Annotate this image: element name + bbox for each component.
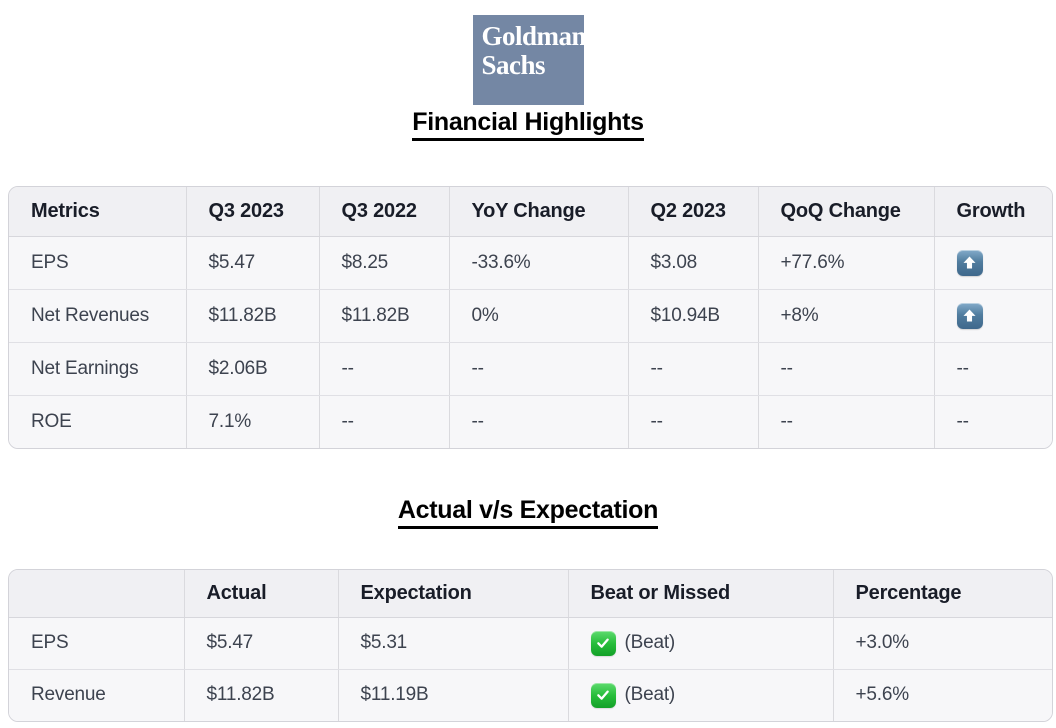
cell-q3-2022: $11.82B xyxy=(319,289,450,343)
logo-container: Goldman Sachs xyxy=(0,0,1056,105)
cell-yoy-change: -33.6% xyxy=(449,236,629,290)
cell-yoy-change: 0% xyxy=(449,289,629,343)
cell-growth xyxy=(934,289,1052,343)
cell-q3-2022: -- xyxy=(319,395,450,448)
cell-q3-2022: -- xyxy=(319,342,450,396)
col-header-metrics: Metrics xyxy=(9,187,187,237)
cell-expectation: $5.31 xyxy=(338,617,569,670)
up-arrow-icon xyxy=(956,249,983,276)
col-header-yoy-change: YoY Change xyxy=(449,187,629,237)
metric-label: EPS xyxy=(9,236,187,290)
logo-line-2: Sachs xyxy=(481,50,546,80)
cell-growth: -- xyxy=(956,410,969,432)
col-header-expectation: Expectation xyxy=(338,570,569,618)
check-icon xyxy=(590,630,616,656)
beat-label: (Beat) xyxy=(624,632,676,653)
cell-beat-or-missed: (Beat) xyxy=(568,617,834,670)
cell-expectation: $11.19B xyxy=(338,669,569,721)
col-header-percentage: Percentage xyxy=(833,570,1052,618)
cell-qoq-change: -- xyxy=(758,395,935,448)
cell-qoq-change: +8% xyxy=(758,289,935,343)
col-header-q3-2023: Q3 2023 xyxy=(186,187,320,237)
table-row: EPS $5.47 $8.25 -33.6% $3.08 +77.6% xyxy=(9,236,1052,290)
financial-highlights-table: Metrics Q3 2023 Q3 2022 YoY Change Q2 20… xyxy=(8,186,1053,449)
table-header-row: Actual Expectation Beat or Missed Percen… xyxy=(9,570,1052,618)
cell-q3-2023: 7.1% xyxy=(186,395,320,448)
cell-q3-2022: $8.25 xyxy=(319,236,450,290)
metric-label: EPS xyxy=(9,617,185,670)
financial-highlights-title: Financial Highlights xyxy=(412,108,644,141)
metric-label: Net Revenues xyxy=(9,289,187,343)
up-arrow-icon xyxy=(956,302,983,329)
cell-q2-2023: $10.94B xyxy=(628,289,759,343)
col-header-q2-2023: Q2 2023 xyxy=(628,187,759,237)
metric-label: Net Earnings xyxy=(9,342,187,396)
cell-yoy-change: -- xyxy=(449,395,629,448)
goldman-sachs-logo: Goldman Sachs xyxy=(472,15,587,105)
actual-vs-expectation-title: Actual v/s Expectation xyxy=(397,496,658,529)
metric-label: Revenue xyxy=(9,669,185,721)
check-icon xyxy=(590,682,616,708)
cell-percentage: +5.6% xyxy=(855,684,910,706)
table-header-row: Metrics Q3 2023 Q3 2022 YoY Change Q2 20… xyxy=(9,187,1052,237)
cell-percentage: +3.0% xyxy=(833,617,1052,670)
actual-vs-expectation-table: Actual Expectation Beat or Missed Percen… xyxy=(8,569,1053,722)
cell-q2-2023: -- xyxy=(628,342,759,396)
table-row: Net Earnings $2.06B -- -- -- -- -- xyxy=(9,342,1052,396)
table-row: ROE 7.1% -- -- -- -- -- xyxy=(9,395,1052,448)
beat-label: (Beat) xyxy=(624,684,676,706)
cell-q3-2023: $2.06B xyxy=(186,342,320,396)
metric-label: ROE xyxy=(9,395,187,448)
cell-actual: $11.82B xyxy=(184,669,339,721)
cell-q2-2023: $3.08 xyxy=(628,236,759,290)
cell-qoq-change: -- xyxy=(758,342,935,396)
col-header-growth: Growth xyxy=(934,187,1052,237)
col-header-q3-2022: Q3 2022 xyxy=(319,187,450,237)
cell-growth xyxy=(934,236,1052,290)
table-row: Revenue $11.82B $11.19B (Beat) +5.6% xyxy=(9,669,1052,721)
col-header-beat-or-missed: Beat or Missed xyxy=(568,570,834,618)
cell-beat-or-missed: (Beat) xyxy=(568,669,834,721)
cell-q3-2023: $5.47 xyxy=(186,236,320,290)
cell-qoq-change: +77.6% xyxy=(758,236,935,290)
cell-actual: $5.47 xyxy=(184,617,339,670)
cell-q2-2023: -- xyxy=(628,395,759,448)
cell-q3-2023: $11.82B xyxy=(186,289,320,343)
col-header-actual: Actual xyxy=(184,570,339,618)
cell-growth: -- xyxy=(934,342,1052,396)
cell-yoy-change: -- xyxy=(449,342,629,396)
table-row: Net Revenues $11.82B $11.82B 0% $10.94B … xyxy=(9,289,1052,343)
logo-line-1: Goldman xyxy=(481,21,587,51)
col-header-blank xyxy=(9,570,185,618)
table-row: EPS $5.47 $5.31 (Beat) +3.0% xyxy=(9,617,1052,670)
col-header-qoq-change: QoQ Change xyxy=(758,187,935,237)
